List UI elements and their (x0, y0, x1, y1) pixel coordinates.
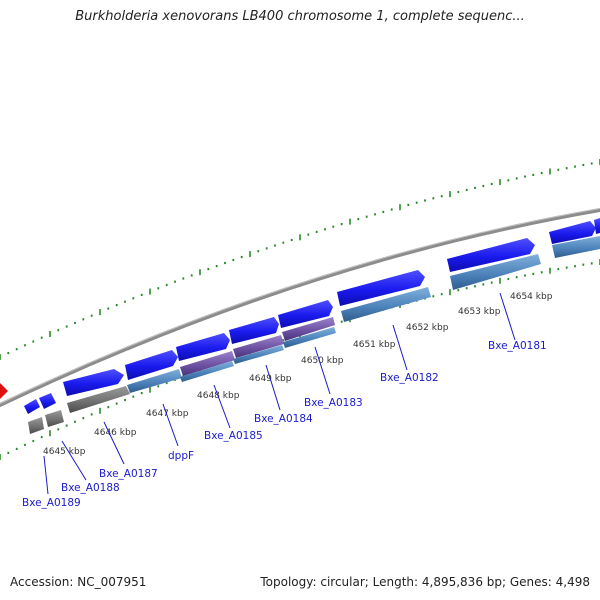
kbp-label: 4651 kbp (353, 340, 396, 350)
gene-label[interactable]: Bxe_A0181 (488, 340, 547, 352)
gene-labels: Bxe_A0181 Bxe_A0182 Bxe_A0183 Bxe_A0184 … (22, 340, 547, 509)
cds-feature[interactable] (229, 317, 279, 344)
gene-feature[interactable] (552, 236, 600, 258)
cds-feature[interactable] (278, 300, 333, 328)
kbp-label: 4652 kbp (406, 323, 449, 333)
cds-feature[interactable] (447, 238, 535, 272)
inner-tick-row (0, 259, 600, 460)
gene-label[interactable]: Bxe_A0185 (204, 430, 263, 442)
gene-feature[interactable] (127, 369, 182, 393)
leader-line (162, 403, 179, 447)
cds-feature[interactable] (337, 270, 425, 306)
gene-feature[interactable] (45, 410, 64, 427)
sequence-title: Burkholderia xenovorans LB400 chromosome… (75, 9, 525, 24)
leader-line (43, 455, 49, 495)
leader-line (499, 292, 516, 341)
gene-feature[interactable] (180, 351, 235, 376)
gene-feature[interactable] (180, 361, 234, 382)
gene-feature[interactable] (341, 287, 431, 322)
kbp-label: 4650 kbp (301, 356, 344, 366)
cds-feature[interactable] (39, 393, 56, 409)
cds-feature[interactable] (63, 369, 124, 396)
gene-feature[interactable] (67, 386, 130, 413)
leader-line (103, 421, 125, 465)
gene-label[interactable]: Bxe_A0187 (99, 468, 158, 480)
leader-line (213, 384, 231, 429)
gene-leader-lines (43, 292, 516, 495)
gene-feature[interactable] (28, 417, 44, 434)
gene-feature[interactable] (282, 317, 335, 341)
cds-feature[interactable] (176, 333, 230, 361)
feature-marker[interactable] (0, 383, 8, 399)
gene-feature[interactable] (283, 327, 336, 348)
backbone-track (0, 208, 600, 407)
kbp-label: 4654 kbp (510, 292, 553, 302)
backbone-highlight (0, 208, 600, 404)
cds-feature[interactable] (125, 350, 178, 380)
gene-label[interactable]: Bxe_A0183 (304, 397, 363, 409)
gene-label[interactable]: Bxe_A0184 (254, 413, 313, 425)
cds-features (24, 218, 600, 414)
leader-line (314, 346, 331, 395)
leader-line (265, 364, 281, 411)
kbp-label: 4646 kbp (94, 428, 137, 438)
leader-line (61, 440, 87, 481)
gene-features (28, 236, 600, 434)
gene-feature[interactable] (450, 254, 541, 290)
kbp-label: 4653 kbp (458, 307, 501, 317)
sequence-summary: Topology: circular; Length: 4,895,836 bp… (260, 575, 590, 589)
accession-label: Accession: NC_007951 (10, 575, 147, 589)
kbp-label: 4647 kbp (146, 409, 189, 419)
cds-feature[interactable] (24, 399, 40, 414)
leader-line (392, 324, 408, 371)
gene-label[interactable]: Bxe_A0189 (22, 497, 81, 509)
cds-feature[interactable] (549, 221, 596, 244)
kbp-label: 4645 kbp (43, 447, 86, 457)
gene-feature[interactable] (233, 345, 284, 364)
gene-label[interactable]: Bxe_A0182 (380, 372, 439, 384)
outer-tick-row (0, 159, 600, 360)
gene-feature[interactable] (233, 335, 284, 358)
cds-feature[interactable] (594, 218, 600, 234)
gene-label[interactable]: Bxe_A0188 (61, 482, 120, 494)
gene-label[interactable]: dppF (168, 450, 194, 462)
